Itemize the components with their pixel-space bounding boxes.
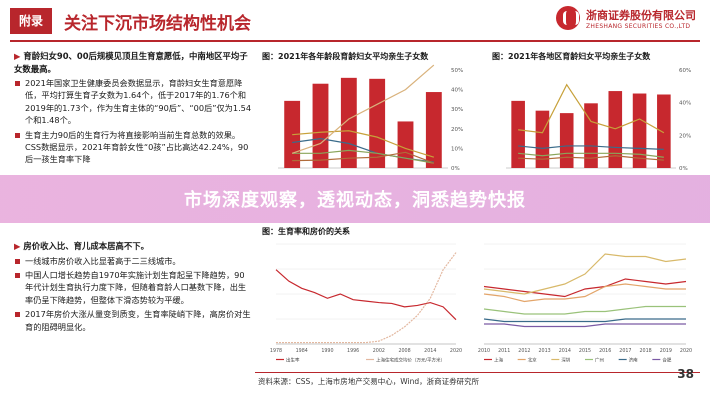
tick-label: 2008 [398, 348, 410, 354]
left-text-column-2: ▶ 房价收入比、育儿成本居高不下。 一线城市房价收入比显著高于二三线城市。 中国… [14, 240, 252, 333]
source-note: 资料来源：CSS，上海市房地产交易中心，Wind，浙商证券研究所 [258, 377, 480, 386]
page-header: 附录 关注下沉市场结构性机会 浙商证券股份有限公司 ZHESHANG SECUR… [0, 0, 710, 46]
tick-label: 0% [679, 166, 688, 172]
chart-title: 图：生育率和房价的关系 [262, 227, 350, 236]
series-line [518, 152, 664, 158]
bar [511, 100, 525, 168]
bar [340, 77, 357, 168]
tick-label: 2016 [599, 348, 611, 354]
page-title: 关注下沉市场结构性机会 [64, 14, 251, 34]
section-heading-fertility: ▶ 育龄妇女90、00后规模见顶且生育意愿低，中南地区平均子女数最高。 [14, 51, 248, 74]
legend-label: 北京 [528, 357, 537, 364]
legend-label: 广州 [595, 357, 604, 364]
tick-label: 0% [451, 166, 460, 172]
series-line [275, 269, 457, 321]
bar [397, 121, 414, 168]
series-line [292, 149, 434, 164]
bar-chart-region: 0% 20% 40% 60% [506, 68, 691, 172]
tick-label: 1996 [347, 348, 359, 354]
series-line [518, 145, 664, 150]
section-heading-housing: ▶ 房价收入比、育儿成本居高不下。 [14, 241, 149, 251]
brand: 浙商证券股份有限公司 ZHESHANG SECURITIES CO.,LTD [556, 6, 696, 30]
bar [312, 83, 329, 168]
tick-label: 20% [451, 127, 463, 133]
bar [584, 103, 598, 168]
tick-label: 30% [451, 107, 463, 113]
left-text-column: ▶ 育龄妇女90、00后规模见顶且生育意愿低，中南地区平均子女数最高。 2021… [14, 50, 252, 166]
series-line [518, 155, 664, 161]
bullet-text: 生育主力90后的生育行为将直接影响当前生育总数的效果。CSS数据显示，2021年… [14, 129, 252, 166]
tick-label: 40% [451, 88, 463, 94]
legend-label: 济南 [629, 357, 638, 364]
tick-label: 2013 [538, 348, 550, 354]
tick-label: 2002 [373, 348, 385, 354]
bullet-text: 2021年国家卫生健康委员会数据显示，育龄妇女生育意愿降低，平均打算生育子女数为… [14, 77, 252, 127]
tick-label: 2020 [680, 348, 692, 354]
tick-label: 1990 [321, 348, 333, 354]
bullet-text: 一线城市房价收入比显著高于二三线城市。 [14, 255, 252, 267]
bullet-text: 中国人口增长趋势自1970年实施计划生育起呈下降趋势，90年代计划生育执行力度下… [14, 269, 252, 306]
bar [369, 78, 386, 168]
banner-text: 市场深度观察，透视动态，洞悉趋势快报 [184, 190, 526, 211]
page-number: 38 [677, 367, 694, 381]
tick-label: 2018 [639, 348, 651, 354]
tick-label: 2011 [498, 348, 510, 354]
bar [632, 93, 647, 168]
series-line [484, 323, 686, 328]
tick-label: 2014 [559, 348, 571, 354]
series-line [483, 305, 686, 315]
tick-label: 50% [451, 68, 463, 74]
bullet-text: 2017年房价大涨从量变到质变，生育率陡峭下降，高房价对生育的阻碍明显化。 [14, 308, 252, 333]
legend-label: 合肥 [662, 357, 671, 364]
series-line [276, 252, 457, 344]
series-line [483, 318, 686, 323]
header-divider [10, 40, 700, 42]
tick-label: 2015 [579, 348, 591, 354]
bar [425, 92, 442, 168]
series-line [292, 130, 435, 158]
brand-name-en: ZHESHANG SECURITIES CO.,LTD [586, 22, 691, 30]
line-chart-city-ratio: 2010 2011 2012 2013 2014 2015 2016 2017 2018 2019… [478, 243, 692, 364]
tick-label: 1978 [270, 348, 282, 354]
legend-label: 深圳 [561, 357, 570, 364]
brand-logo-icon [556, 6, 580, 30]
line-chart-birthrate-price: 1978 1984 1990 1996 2002 2008 2014 2020 出生率 上海住宅成… [270, 243, 462, 364]
appendix-tag: 附录 [10, 8, 52, 34]
tick-label: 1984 [296, 348, 308, 354]
series-line [518, 83, 665, 134]
bar [608, 91, 623, 168]
tick-label: 2012 [518, 348, 530, 354]
tick-label: 20% [679, 133, 691, 139]
series-line [291, 64, 435, 154]
series-line [483, 278, 687, 298]
tick-label: 10% [451, 146, 463, 152]
tick-label: 2010 [478, 348, 490, 354]
tick-label: 60% [679, 68, 691, 74]
legend-label: 上海 [494, 357, 503, 364]
legend-label: 出生率 [286, 357, 300, 364]
tick-label: 2020 [450, 348, 462, 354]
series-line [483, 253, 687, 295]
tick-label: 2014 [424, 348, 436, 354]
tick-label: 2017 [619, 348, 631, 354]
legend-label: 上海住宅成交均价（万元/平方米） [376, 357, 445, 364]
chart-title: 图：2021年各年龄段育龄妇女平均亲生子女数 [262, 52, 429, 61]
series-line [483, 283, 686, 303]
tick-label: 40% [679, 101, 691, 107]
brand-name: 浙商证券股份有限公司 [586, 8, 696, 22]
footer-divider [255, 372, 700, 373]
series-line [292, 151, 435, 164]
tick-label: 2019 [660, 348, 672, 354]
bar [559, 113, 574, 168]
bar-chart-age: 0% 10% 20% 30% 40% 50% [278, 64, 463, 172]
overlay-banner: 市场深度观察，透视动态，洞悉趋势快报 [0, 175, 710, 223]
chart-title: 图：2021年各地区育龄妇女平均亲生子女数 [492, 52, 651, 61]
